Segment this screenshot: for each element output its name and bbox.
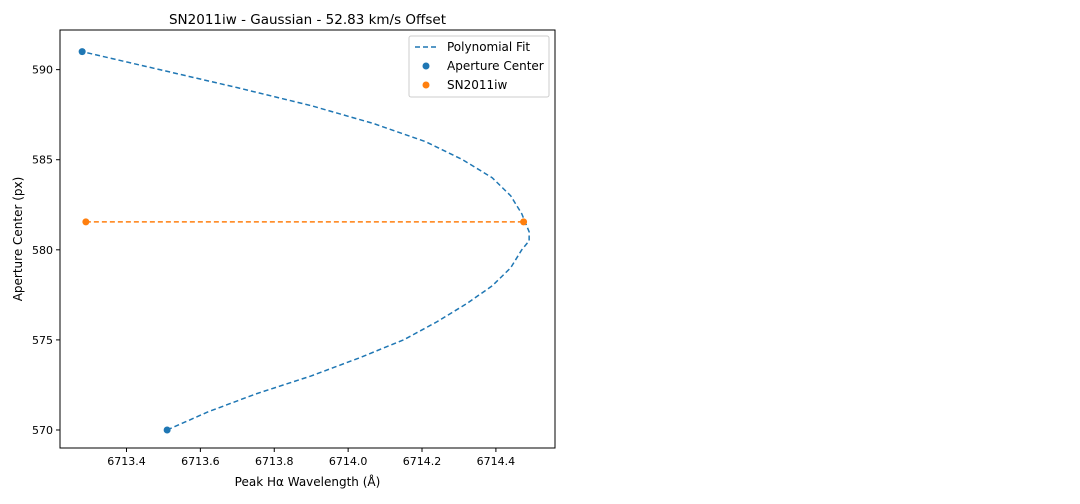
x-axis-label: Peak Hα Wavelength (Å): [235, 474, 381, 489]
x-tick-label: 6714.2: [403, 455, 442, 468]
series-layer: [78, 48, 530, 434]
legend-marker-sn2011iw: [422, 81, 430, 89]
chart-title: SN2011iw - Gaussian - 52.83 km/s Offset: [169, 12, 446, 28]
data-point-sn2011iw: [82, 218, 90, 226]
y-tick-label: 585: [32, 154, 53, 167]
legend-box: [408, 35, 550, 98]
y-tick-label: 580: [32, 244, 53, 257]
legend-marker-aperture-center: [422, 62, 430, 70]
data-point-sn2011iw: [520, 218, 528, 226]
series-line-polynomial-fit: [81, 50, 530, 431]
data-point-aperture-center: [163, 426, 171, 434]
y-axis-label: Aperture Center (px): [11, 177, 25, 302]
plot-area: [60, 30, 555, 448]
plot-frame: [59, 29, 556, 449]
legend-label-aperture-center: Aperture Center: [447, 59, 544, 73]
y-axis: 570 575 580 585 590: [32, 64, 60, 437]
legend-label-polynomial-fit: Polynomial Fit: [447, 40, 530, 54]
y-tick-label: 575: [32, 334, 53, 347]
legend: Polynomial Fit Aperture Center SN2011iw: [408, 35, 550, 98]
data-point-aperture-center: [78, 48, 86, 56]
x-tick-label: 6713.6: [181, 455, 220, 468]
legend-label-sn2011iw: SN2011iw: [447, 78, 507, 92]
x-tick-label: 6714.0: [329, 455, 368, 468]
x-tick-label: 6713.8: [255, 455, 294, 468]
x-axis: 6713.4 6713.6 6713.8 6714.0 6714.2 6714.4: [107, 448, 515, 468]
y-tick-label: 570: [32, 424, 53, 437]
x-tick-label: 6714.4: [477, 455, 516, 468]
x-tick-label: 6713.4: [107, 455, 146, 468]
y-tick-label: 590: [32, 64, 53, 77]
